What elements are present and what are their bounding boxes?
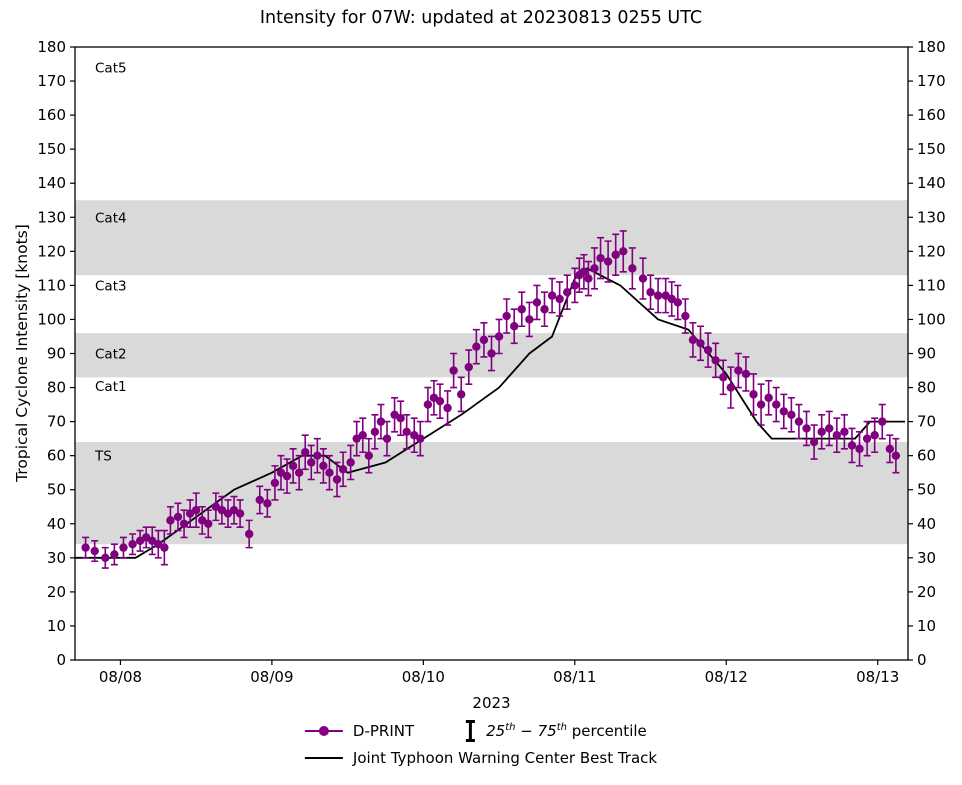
svg-text:30: 30 bbox=[47, 549, 66, 567]
svg-text:170: 170 bbox=[37, 72, 66, 90]
svg-text:10: 10 bbox=[917, 617, 936, 635]
error-bar-icon bbox=[464, 720, 476, 742]
legend: D-PRINT 25th − 75th percentile Joint Typ… bbox=[304, 720, 658, 767]
dprint-dot-icon bbox=[318, 725, 329, 736]
svg-text:08/12: 08/12 bbox=[705, 668, 748, 686]
svg-text:60: 60 bbox=[917, 447, 936, 465]
svg-text:0: 0 bbox=[917, 651, 927, 669]
legend-entry-dprint: D-PRINT bbox=[304, 722, 415, 740]
svg-text:08/13: 08/13 bbox=[856, 668, 899, 686]
svg-text:150: 150 bbox=[917, 140, 946, 158]
x-axis-label: 2023 bbox=[472, 694, 511, 712]
category-bands bbox=[75, 200, 908, 545]
svg-text:Cat3: Cat3 bbox=[95, 278, 127, 294]
svg-text:08/10: 08/10 bbox=[402, 668, 445, 686]
svg-text:160: 160 bbox=[37, 106, 66, 124]
svg-text:140: 140 bbox=[37, 174, 66, 192]
legend-percentile-label: 25th − 75th percentile bbox=[486, 722, 647, 740]
svg-text:100: 100 bbox=[37, 310, 66, 328]
legend-dprint-label: D-PRINT bbox=[352, 722, 415, 740]
svg-text:90: 90 bbox=[47, 345, 66, 363]
y-axis-ticks: 0 0 10 10 20 20 30 30 40 40 50 50 60 60 70 70 80 80 90 90 10… bbox=[37, 38, 945, 669]
dprint-marker-icon bbox=[304, 725, 343, 736]
svg-text:40: 40 bbox=[47, 515, 66, 533]
svg-text:10: 10 bbox=[47, 617, 66, 635]
chart-plot-area: Cat5 Cat4 Cat3 Cat2 Cat1 TS 0 0 10 10 20 20 30 30 40 40… bbox=[37, 38, 945, 686]
svg-text:130: 130 bbox=[37, 208, 66, 226]
svg-text:20: 20 bbox=[47, 583, 66, 601]
svg-text:170: 170 bbox=[917, 72, 946, 90]
svg-text:TS: TS bbox=[94, 449, 112, 465]
svg-text:Cat2: Cat2 bbox=[95, 347, 127, 363]
svg-text:20: 20 bbox=[917, 583, 936, 601]
svg-text:Cat1: Cat1 bbox=[95, 379, 127, 395]
category-labels: Cat5 Cat4 Cat3 Cat2 Cat1 TS bbox=[94, 60, 127, 464]
svg-text:180: 180 bbox=[37, 38, 66, 56]
svg-text:30: 30 bbox=[917, 549, 936, 567]
svg-text:80: 80 bbox=[917, 379, 936, 397]
svg-text:110: 110 bbox=[917, 276, 946, 294]
svg-text:08/08: 08/08 bbox=[99, 668, 142, 686]
dprint-points bbox=[81, 247, 901, 563]
svg-text:70: 70 bbox=[47, 413, 66, 431]
svg-text:Cat5: Cat5 bbox=[95, 60, 127, 76]
svg-text:08/11: 08/11 bbox=[553, 668, 596, 686]
svg-text:130: 130 bbox=[917, 208, 946, 226]
svg-text:140: 140 bbox=[917, 174, 946, 192]
svg-text:40: 40 bbox=[917, 515, 936, 533]
svg-text:120: 120 bbox=[917, 242, 946, 260]
svg-text:50: 50 bbox=[917, 481, 936, 499]
svg-text:80: 80 bbox=[47, 379, 66, 397]
svg-text:0: 0 bbox=[56, 651, 66, 669]
svg-text:120: 120 bbox=[37, 242, 66, 260]
svg-text:60: 60 bbox=[47, 447, 66, 465]
svg-text:110: 110 bbox=[37, 276, 66, 294]
legend-row-1: D-PRINT 25th − 75th percentile bbox=[304, 720, 647, 742]
chart-title: Intensity for 07W: updated at 20230813 0… bbox=[259, 8, 703, 28]
best-track-line bbox=[75, 267, 905, 559]
legend-entry-best-track: Joint Typhoon Warning Center Best Track bbox=[304, 749, 658, 767]
best-track-line-icon bbox=[304, 756, 343, 760]
x-axis-ticks: 08/08 08/09 08/10 08/11 08/12 08/13 bbox=[99, 660, 899, 686]
svg-text:Cat4: Cat4 bbox=[95, 210, 127, 226]
svg-text:90: 90 bbox=[917, 345, 936, 363]
svg-text:08/09: 08/09 bbox=[250, 668, 293, 686]
svg-text:50: 50 bbox=[47, 481, 66, 499]
plot-border bbox=[74, 46, 909, 661]
svg-text:160: 160 bbox=[917, 106, 946, 124]
svg-text:70: 70 bbox=[917, 413, 936, 431]
svg-text:100: 100 bbox=[917, 310, 946, 328]
svg-text:150: 150 bbox=[37, 140, 66, 158]
legend-best-track-label: Joint Typhoon Warning Center Best Track bbox=[352, 749, 658, 767]
legend-entry-percentile: 25th − 75th percentile bbox=[464, 720, 647, 742]
svg-text:180: 180 bbox=[917, 38, 946, 56]
legend-row-2: Joint Typhoon Warning Center Best Track bbox=[304, 749, 658, 767]
